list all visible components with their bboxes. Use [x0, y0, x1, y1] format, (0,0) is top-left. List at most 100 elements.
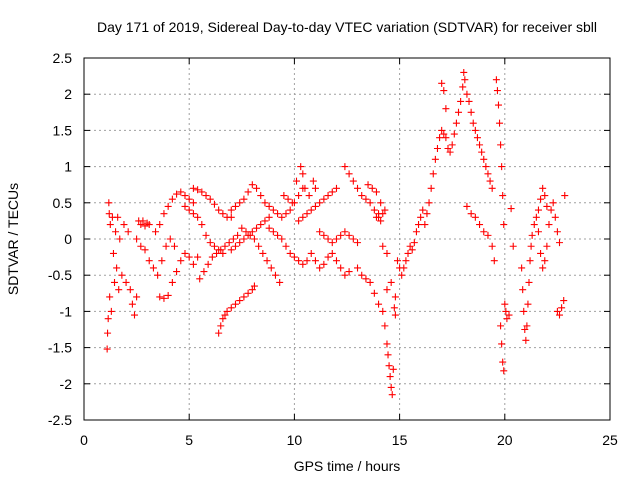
data-point [501, 300, 509, 308]
data-point [543, 202, 551, 210]
data-point [145, 257, 153, 265]
data-point [551, 213, 559, 221]
data-point [341, 271, 349, 279]
data-point [440, 130, 448, 138]
data-point [499, 358, 507, 366]
data-point [385, 362, 393, 370]
data-point [541, 192, 549, 200]
data-point [328, 239, 336, 247]
data-point [215, 206, 223, 214]
data-point [261, 199, 269, 207]
data-point [320, 260, 328, 268]
data-point [412, 228, 420, 236]
data-point [189, 260, 197, 268]
data-point [381, 322, 389, 330]
data-point [250, 235, 258, 243]
data-point [106, 293, 114, 301]
data-point [406, 242, 414, 250]
data-point [210, 242, 218, 250]
data-point [358, 271, 366, 279]
data-point [106, 221, 114, 229]
data-point [553, 228, 561, 236]
data-point [242, 228, 250, 236]
data-point [534, 228, 542, 236]
data-point [527, 242, 535, 250]
data-point [267, 264, 275, 272]
data-point [383, 286, 391, 294]
data-point [162, 242, 170, 250]
data-point [547, 206, 555, 214]
data-point [349, 235, 357, 243]
data-point [261, 217, 269, 225]
data-point [537, 249, 545, 257]
data-point [440, 87, 448, 95]
data-point [141, 246, 149, 254]
data-point [181, 192, 189, 200]
data-point [227, 206, 235, 214]
data-point [301, 184, 309, 192]
data-point [168, 278, 176, 286]
data-point [509, 242, 517, 250]
data-point [524, 300, 532, 308]
data-point [286, 249, 294, 257]
data-point [225, 239, 233, 247]
data-point [476, 221, 484, 229]
x-tick-label: 5 [185, 432, 193, 448]
data-point [337, 231, 345, 239]
data-point [253, 184, 261, 192]
data-point [255, 242, 263, 250]
data-point [265, 213, 273, 221]
data-point [366, 278, 374, 286]
data-point [497, 141, 505, 149]
data-point [383, 340, 391, 348]
data-point [505, 311, 513, 319]
data-point [452, 119, 460, 127]
data-point [341, 228, 349, 236]
data-point [173, 190, 181, 198]
data-point [320, 195, 328, 203]
data-point [493, 87, 501, 95]
data-point [484, 170, 492, 178]
data-point [177, 257, 185, 265]
data-point [463, 202, 471, 210]
data-point [500, 367, 508, 375]
data-point [288, 199, 296, 207]
data-point [425, 199, 433, 207]
data-point [438, 126, 446, 134]
data-point [387, 278, 395, 286]
data-point [198, 188, 206, 196]
data-point [265, 202, 273, 210]
data-point [128, 300, 136, 308]
data-point [240, 235, 248, 243]
data-point [525, 278, 533, 286]
data-point [521, 326, 529, 333]
data-point [122, 278, 130, 286]
data-point [324, 253, 332, 261]
data-point [295, 217, 303, 225]
data-point [274, 210, 282, 218]
data-point [149, 264, 157, 272]
data-point [448, 141, 456, 149]
data-point [105, 199, 113, 207]
data-point [379, 242, 387, 250]
data-point [116, 235, 124, 243]
data-point [417, 213, 425, 221]
data-point [257, 192, 265, 200]
data-point [400, 264, 408, 272]
data-point [244, 188, 252, 196]
data-point [553, 307, 561, 315]
data-point [528, 231, 536, 239]
x-tick-label: 25 [602, 432, 618, 448]
data-point [558, 304, 566, 312]
data-point [383, 249, 391, 257]
data-point [486, 177, 494, 185]
data-point [189, 210, 197, 218]
data-point [109, 249, 117, 257]
data-point [490, 257, 498, 265]
y-tick-label: 2 [64, 86, 72, 102]
data-point [299, 213, 307, 221]
data-point [393, 257, 401, 265]
data-point [427, 184, 435, 192]
data-point [185, 253, 193, 261]
y-tick-label: -1.5 [48, 340, 72, 356]
